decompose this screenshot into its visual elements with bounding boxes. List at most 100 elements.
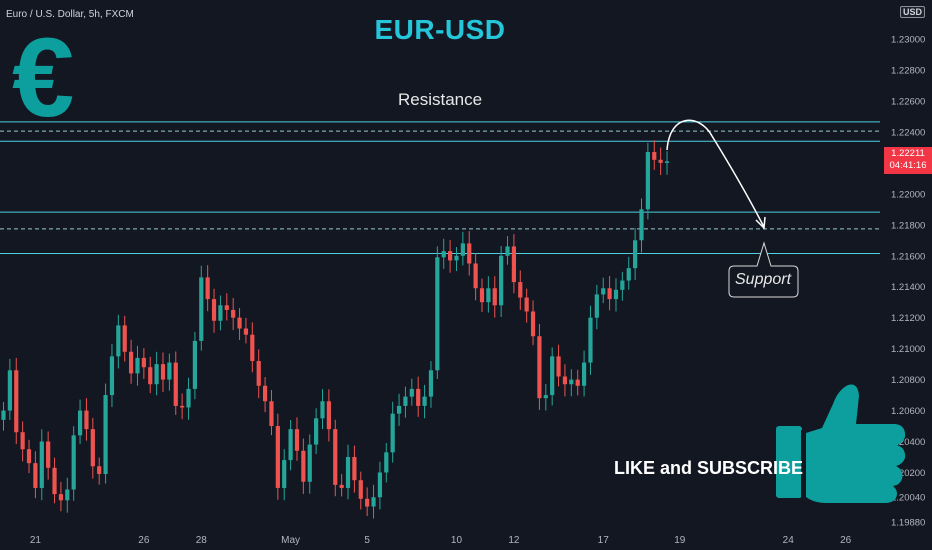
symbol-header: Euro / U.S. Dollar, 5h, FXCM xyxy=(6,9,134,20)
price-tick-label: 1.22400 xyxy=(891,127,925,138)
like-subscribe-text: LIKE and SUBSCRIBE xyxy=(614,458,804,478)
candle-body xyxy=(294,429,300,451)
candle-body xyxy=(409,388,414,397)
candle-body xyxy=(39,441,44,488)
time-tick-label: 19 xyxy=(674,535,686,546)
time-tick-label: 26 xyxy=(840,535,852,546)
candle-body xyxy=(275,426,280,488)
currency-badge[interactable]: USD xyxy=(900,6,926,18)
price-tick-label: 1.20400 xyxy=(891,437,925,448)
candle-body xyxy=(652,152,657,160)
candle-body xyxy=(71,435,76,490)
time-tick-label: 28 xyxy=(196,535,208,546)
candle-body xyxy=(492,288,497,306)
candle-body xyxy=(352,456,357,481)
price-tick-label: 1.22800 xyxy=(891,66,925,77)
candle-body xyxy=(250,334,255,362)
candle-body xyxy=(84,410,89,430)
candle-body xyxy=(556,356,561,377)
candle-body xyxy=(326,401,331,430)
forecast-arrow xyxy=(666,119,765,228)
candle-body xyxy=(460,243,465,256)
candle-body xyxy=(7,370,12,411)
candle-body xyxy=(301,450,306,482)
candle-body xyxy=(479,288,485,303)
price-tick-label: 1.21200 xyxy=(891,313,925,324)
candle-body xyxy=(167,362,172,380)
candle-body xyxy=(122,325,127,352)
candle-body xyxy=(58,494,64,501)
candle-body xyxy=(269,401,274,427)
candle-body xyxy=(384,452,389,473)
candle-body xyxy=(664,161,670,163)
candle-body xyxy=(320,401,325,419)
candle-body xyxy=(575,379,580,386)
candle-body xyxy=(282,460,287,488)
time-tick-label: 21 xyxy=(30,535,42,546)
price-tick-label: 1.21600 xyxy=(891,251,925,262)
candle-body xyxy=(550,356,555,396)
candle-body xyxy=(65,489,70,501)
candle-body xyxy=(211,299,217,321)
candles xyxy=(1,140,670,519)
time-tick-label: 5 xyxy=(364,535,370,546)
candle-body xyxy=(256,361,261,386)
price-tick-label: 1.21000 xyxy=(891,344,925,355)
candle-body xyxy=(428,370,434,397)
current-price: 1.22211 xyxy=(891,148,925,159)
candle-body xyxy=(562,376,568,385)
candle-body xyxy=(90,429,95,467)
candle-body xyxy=(377,472,383,498)
candle-body xyxy=(358,480,363,499)
thumbs-up-icon xyxy=(776,384,906,503)
support-label: Support xyxy=(735,271,792,288)
candle-body xyxy=(473,263,478,289)
candle-body xyxy=(20,432,25,450)
candle-body xyxy=(365,498,370,507)
time-tick-label: 17 xyxy=(598,535,610,546)
candle-body xyxy=(339,484,344,488)
candle-body xyxy=(141,357,146,368)
candle-body xyxy=(422,396,427,406)
candle-body xyxy=(262,385,268,402)
candle-body xyxy=(26,449,32,464)
candle-body xyxy=(390,413,395,453)
euro-symbol: € xyxy=(12,15,75,140)
candle-body xyxy=(499,255,504,306)
candle-body xyxy=(333,429,338,485)
candle-body xyxy=(543,395,548,399)
candle-body xyxy=(237,317,242,329)
candle-body xyxy=(588,317,593,363)
candle-body xyxy=(186,388,191,408)
candle-body xyxy=(448,251,453,261)
candle-body xyxy=(435,257,440,371)
candle-body xyxy=(454,255,459,261)
candle-body xyxy=(192,340,197,389)
time-axis[interactable]: 21 26 28 May 5 10 12 17 19 24 26 xyxy=(30,535,852,546)
candle-body xyxy=(173,362,178,406)
candle-body xyxy=(109,356,115,396)
candle-body xyxy=(467,243,472,264)
candle-body xyxy=(199,277,204,341)
support-callout xyxy=(728,241,799,298)
candle-body xyxy=(180,405,185,408)
price-tick-label: 1.20200 xyxy=(891,468,925,479)
candle-body xyxy=(224,305,229,310)
resistance-label: Resistance xyxy=(398,90,483,109)
time-tick-label: 26 xyxy=(138,535,150,546)
price-tick-label: 1.21400 xyxy=(891,282,925,293)
candle-body xyxy=(46,441,51,468)
candle-body xyxy=(14,370,19,433)
bar-countdown: 04:41:16 xyxy=(889,160,927,171)
candle-body xyxy=(345,456,351,488)
candle-body xyxy=(52,467,57,495)
price-tick-label: 1.20600 xyxy=(891,406,925,417)
candle-body xyxy=(569,379,574,385)
candle-body xyxy=(530,311,536,337)
horizontal-levels xyxy=(0,121,880,254)
price-tick-label: 1.23000 xyxy=(891,35,925,46)
candle-body xyxy=(154,364,159,385)
time-tick-label: 10 xyxy=(451,535,463,546)
price-tick-label: 1.20040 xyxy=(891,493,925,504)
